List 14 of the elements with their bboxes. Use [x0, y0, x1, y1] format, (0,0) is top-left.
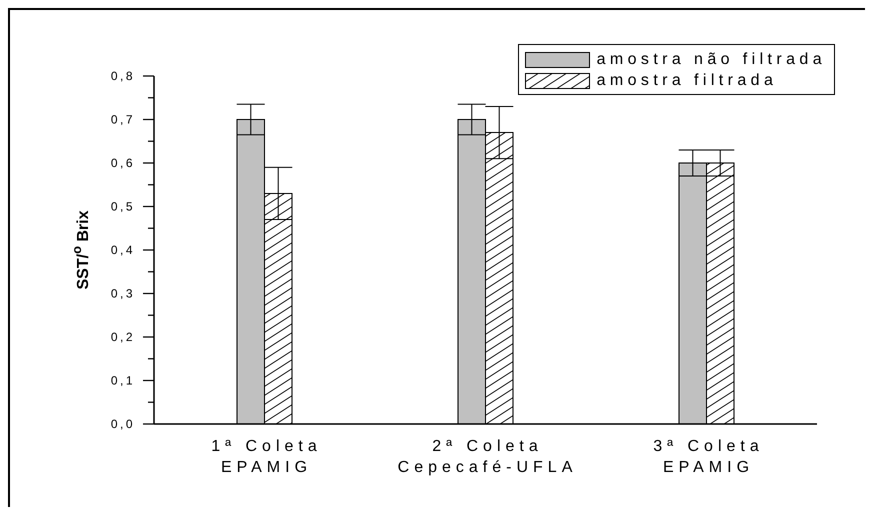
y-tick-label: 0,5	[110, 200, 135, 214]
y-tick-label: 0,2	[110, 330, 135, 344]
y-tick-label: 0,7	[110, 112, 135, 126]
y-tick-label: 0,4	[110, 243, 135, 257]
x-tick-label: 1ª Coleta EPAMIG	[211, 438, 322, 476]
legend-label: amostra não filtrada	[596, 50, 826, 70]
y-tick-label: 0,1	[110, 374, 135, 388]
legend-label: amostra filtrada	[596, 70, 778, 90]
x-tick-label: 3ª Coleta EPAMIG	[653, 438, 764, 476]
y-tick-label: 0,8	[110, 69, 135, 83]
y-tick-label: 0,3	[110, 286, 135, 300]
x-tick-label: 2ª Coleta Cepecafé-UFLA	[398, 438, 578, 476]
y-tick-label: 0,6	[110, 156, 135, 170]
y-tick-label: 0,0	[110, 417, 135, 431]
